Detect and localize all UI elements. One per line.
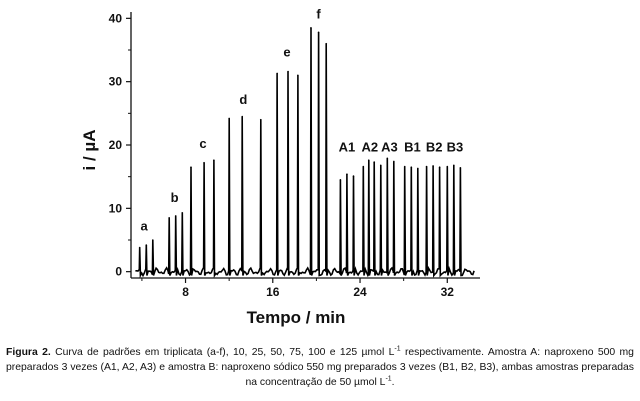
x-axis-title: Tempo / min <box>247 308 346 327</box>
y-tick-label: 30 <box>109 75 123 89</box>
peak-point <box>339 179 342 181</box>
peak-point <box>190 166 192 168</box>
x-tick-label: 24 <box>353 285 367 299</box>
peak-annotation: b <box>171 190 179 205</box>
peak-point <box>393 160 395 163</box>
peak-annotation: B3 <box>447 139 464 154</box>
peak-point <box>241 115 244 118</box>
peak-annotation: A2 <box>362 139 379 154</box>
caption-text-1: Curva de padrões em triplicata (a-f), 10… <box>50 347 395 358</box>
peak-point <box>417 167 419 170</box>
peak-point <box>145 244 148 246</box>
peak-point <box>459 167 462 169</box>
peak-point <box>138 246 141 249</box>
x-tick-label: 32 <box>441 285 455 299</box>
peak-point <box>168 217 170 219</box>
peak-annotation: c <box>199 136 206 151</box>
peak-annotation: d <box>239 92 247 107</box>
caption-sup-2: -1 <box>385 375 392 383</box>
peak-annotation: A1 <box>339 139 356 154</box>
peak-point <box>432 165 434 167</box>
peak-annotation: B2 <box>426 139 443 154</box>
peak-point <box>446 165 449 168</box>
peak-point <box>425 165 428 168</box>
peak-annotation: A3 <box>381 139 398 154</box>
peak-point <box>367 159 370 161</box>
caption-text-2: respectivamente. Amostra A: naproxeno 50… <box>6 347 634 388</box>
peak-point <box>438 166 441 168</box>
peak-point <box>181 211 184 214</box>
peak-point <box>453 164 455 167</box>
peak-point <box>152 239 154 241</box>
y-tick-label: 20 <box>109 138 123 152</box>
y-tick-label: 10 <box>109 201 123 215</box>
y-axis-title: i / µA <box>80 130 99 171</box>
peak-annotation: B1 <box>404 139 421 154</box>
peak-point <box>228 117 230 120</box>
peak-point <box>259 118 262 121</box>
peak-point <box>410 166 413 168</box>
caption-text-3: . <box>391 377 395 388</box>
y-tick-label: 0 <box>115 265 122 279</box>
x-tick-label: 16 <box>266 285 280 299</box>
peak-point <box>203 161 205 164</box>
peak-annotation: e <box>283 44 290 59</box>
peak-annotation: f <box>316 6 321 21</box>
peak-point <box>386 157 389 160</box>
peak-point <box>310 27 312 29</box>
chromatogram-chart: 0 10 20 30 40 8 16 24 32 a b c d e f A1 A2 A3 B1 B2 B3 i / µ… <box>80 6 480 327</box>
peak-point <box>373 161 376 163</box>
peak-point <box>346 173 348 175</box>
peak-point <box>362 165 365 168</box>
peak-point <box>297 74 299 77</box>
y-tick-label: 40 <box>109 11 123 25</box>
peak-point <box>325 42 328 45</box>
peak-point <box>352 175 355 177</box>
peak-point <box>174 215 177 217</box>
peak-point <box>287 70 289 73</box>
peak-point <box>379 164 382 167</box>
peak-point <box>213 159 215 161</box>
peak-point <box>276 72 278 75</box>
signal-trace <box>135 27 475 279</box>
caption-sup-1: -1 <box>394 345 401 353</box>
peak-point <box>403 165 406 168</box>
plot-area: 0 10 20 30 40 8 16 24 32 a b c d e f A1 A2 A3 B1 B2 B3 <box>109 6 480 299</box>
figure-caption: Figura 2. Curva de padrões em triplicata… <box>6 345 634 390</box>
x-tick-label: 8 <box>182 285 189 299</box>
caption-label: Figura 2. <box>6 347 51 358</box>
peak-point <box>317 31 320 34</box>
peak-annotation: a <box>140 219 148 234</box>
